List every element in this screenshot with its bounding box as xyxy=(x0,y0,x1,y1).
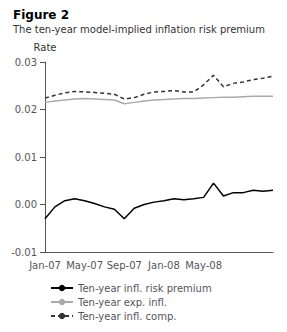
svg-text:Sep-07: Sep-07 xyxy=(107,260,142,271)
svg-text:May-07: May-07 xyxy=(66,260,103,271)
svg-text:Ten-year infl. comp.: Ten-year infl. comp. xyxy=(77,311,176,322)
svg-text:Figure 2: Figure 2 xyxy=(13,8,69,22)
svg-text:Jan-08: Jan-08 xyxy=(147,260,180,271)
svg-text:0.00: 0.00 xyxy=(15,199,37,210)
svg-text:May-08: May-08 xyxy=(185,260,222,271)
svg-text:0.01: 0.01 xyxy=(15,152,37,163)
svg-text:0.02: 0.02 xyxy=(15,104,37,115)
svg-text:0.03: 0.03 xyxy=(15,57,37,68)
svg-text:Jan-07: Jan-07 xyxy=(28,260,61,271)
svg-text:The ten-year model-implied inf: The ten-year model-implied inflation ris… xyxy=(12,24,265,35)
svg-text:-0.01: -0.01 xyxy=(11,247,37,258)
svg-text:Ten-year infl. risk premium: Ten-year infl. risk premium xyxy=(77,283,212,294)
svg-text:Rate: Rate xyxy=(34,42,57,53)
svg-text:Ten-year exp. infl.: Ten-year exp. infl. xyxy=(77,297,167,308)
